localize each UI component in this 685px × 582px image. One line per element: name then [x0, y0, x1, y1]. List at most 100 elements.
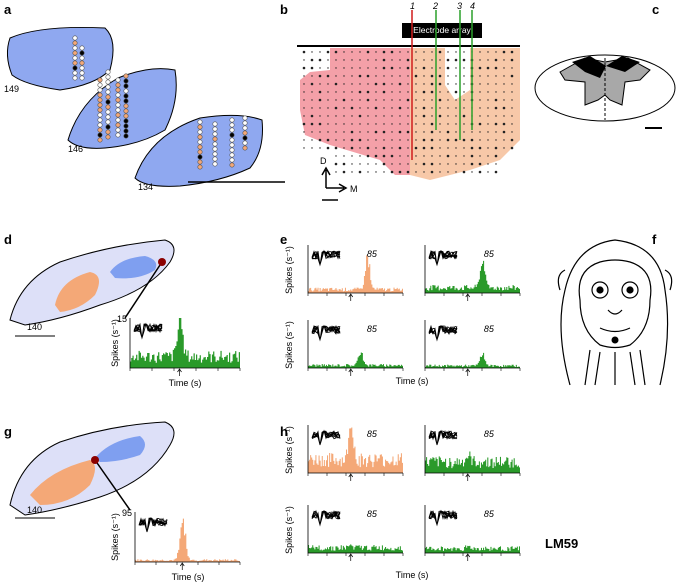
site — [242, 145, 248, 151]
site — [510, 74, 514, 78]
site — [105, 119, 111, 125]
site — [351, 171, 353, 173]
site — [398, 130, 402, 134]
site — [197, 139, 203, 145]
site — [105, 134, 111, 140]
site — [105, 84, 111, 90]
site — [351, 91, 353, 93]
site — [503, 59, 505, 61]
site — [310, 82, 314, 86]
site — [391, 75, 393, 77]
site — [343, 51, 345, 53]
site — [462, 114, 466, 118]
site — [479, 99, 481, 101]
site — [479, 107, 481, 109]
site — [115, 77, 121, 83]
site — [422, 146, 426, 150]
site — [335, 123, 337, 125]
site — [447, 91, 449, 93]
site — [382, 130, 386, 134]
site — [487, 115, 489, 117]
site — [503, 91, 505, 93]
site — [511, 67, 513, 69]
site — [407, 115, 409, 117]
site — [391, 83, 393, 85]
unit-number: 85 — [484, 324, 495, 334]
site — [447, 83, 449, 85]
site — [390, 154, 394, 158]
site — [431, 107, 433, 109]
site — [439, 163, 441, 165]
site — [398, 82, 402, 86]
site — [303, 91, 305, 93]
site — [495, 115, 497, 117]
site — [383, 171, 385, 173]
site — [197, 129, 203, 135]
site — [115, 122, 121, 128]
site — [422, 106, 426, 110]
panel-label: f — [652, 232, 657, 247]
site — [399, 59, 401, 61]
site — [351, 59, 353, 61]
site — [342, 170, 346, 174]
site — [382, 58, 386, 62]
histogram — [308, 255, 403, 293]
site — [343, 107, 345, 109]
site — [367, 67, 369, 69]
site — [351, 51, 353, 53]
site — [502, 106, 506, 110]
site — [351, 115, 353, 117]
recording-site — [91, 456, 99, 464]
site — [383, 107, 385, 109]
site — [511, 131, 513, 133]
site — [455, 131, 457, 133]
site — [430, 138, 434, 142]
site — [430, 74, 434, 78]
site — [479, 155, 481, 157]
unit-number: 85 — [484, 429, 495, 439]
site — [414, 74, 418, 78]
unit-number: 85 — [484, 509, 495, 519]
site — [351, 99, 353, 101]
region-blank — [300, 48, 330, 80]
stimulus-arrow — [465, 553, 471, 561]
site — [335, 59, 337, 61]
x-axis-label: Time (s) — [172, 572, 205, 582]
site — [97, 117, 103, 123]
site — [123, 108, 129, 114]
stimulus-arrow — [348, 293, 354, 301]
site — [446, 130, 450, 134]
monkey-face — [557, 239, 673, 386]
site — [351, 75, 353, 77]
site — [335, 139, 337, 141]
site — [479, 75, 481, 77]
site — [319, 147, 321, 149]
site — [229, 127, 235, 133]
site — [229, 147, 235, 153]
site — [495, 163, 497, 165]
site — [439, 147, 441, 149]
site — [438, 114, 442, 118]
site — [470, 138, 474, 142]
site — [375, 91, 377, 93]
site — [123, 98, 129, 104]
site — [319, 83, 321, 85]
site — [212, 136, 218, 142]
site — [197, 144, 203, 150]
site — [375, 163, 377, 165]
pointer — [124, 261, 163, 319]
site — [494, 170, 498, 174]
waveforms — [311, 429, 341, 446]
site — [97, 112, 103, 118]
histogram — [308, 427, 403, 473]
site — [115, 117, 121, 123]
site — [375, 123, 377, 125]
recording-site — [158, 258, 166, 266]
section-number: 140 — [27, 505, 42, 515]
site — [197, 119, 203, 125]
site — [463, 67, 465, 69]
site — [407, 123, 409, 125]
site — [511, 115, 513, 117]
site — [229, 152, 235, 158]
